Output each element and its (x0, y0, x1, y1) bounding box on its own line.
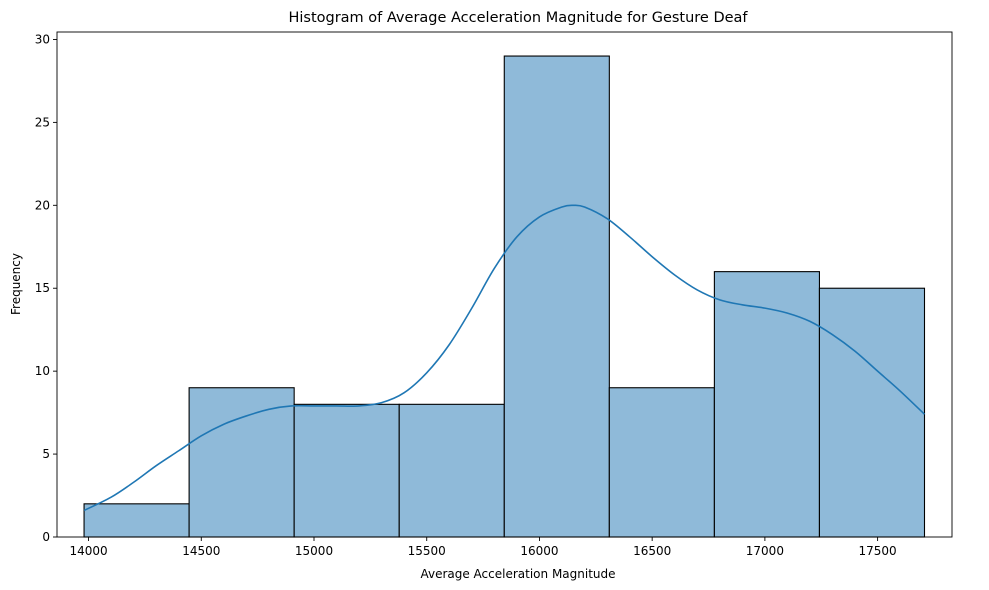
histogram-bar-7 (713, 271, 820, 538)
kde-curve (83, 204, 926, 512)
x-axis-label: Average Acceleration Magnitude (420, 567, 615, 581)
y-axis-ticks: 0 5 10 15 20 25 30 (35, 32, 57, 544)
x-tick-label-17500: 17500 (859, 544, 897, 558)
y-tick-label-0: 0 (42, 530, 50, 544)
x-tick-label-14000: 14000 (69, 544, 107, 558)
y-tick-label-30: 30 (35, 32, 50, 46)
y-tick-label-5: 5 (42, 447, 50, 461)
x-tick-label-15500: 15500 (408, 544, 446, 558)
histogram-bar-1 (83, 503, 190, 538)
x-tick-label-17000: 17000 (746, 544, 784, 558)
plot-frame (56, 31, 953, 538)
histogram-bar-6 (608, 387, 715, 538)
histogram-bar-8 (818, 287, 926, 538)
histogram-bar-5 (503, 55, 610, 538)
y-axis-label: Frequency (9, 253, 23, 315)
x-tick-label-16000: 16000 (520, 544, 558, 558)
x-tick-label-14500: 14500 (182, 544, 220, 558)
x-tick-label-15000: 15000 (295, 544, 333, 558)
bars-group (83, 55, 926, 538)
x-tick-label-16500: 16500 (633, 544, 671, 558)
y-tick-label-15: 15 (35, 281, 50, 295)
chart-title: Histogram of Average Acceleration Magnit… (288, 10, 748, 26)
y-tick-label-25: 25 (35, 115, 50, 129)
x-axis-ticks: 14000 14500 15000 15500 16000 16500 17000 17500 (69, 537, 897, 558)
histogram-bar-4 (398, 403, 505, 538)
histogram-bar-3 (293, 403, 400, 538)
histogram-bar-2 (188, 387, 295, 538)
y-tick-label-10: 10 (35, 364, 50, 378)
y-tick-label-20: 20 (35, 198, 50, 212)
